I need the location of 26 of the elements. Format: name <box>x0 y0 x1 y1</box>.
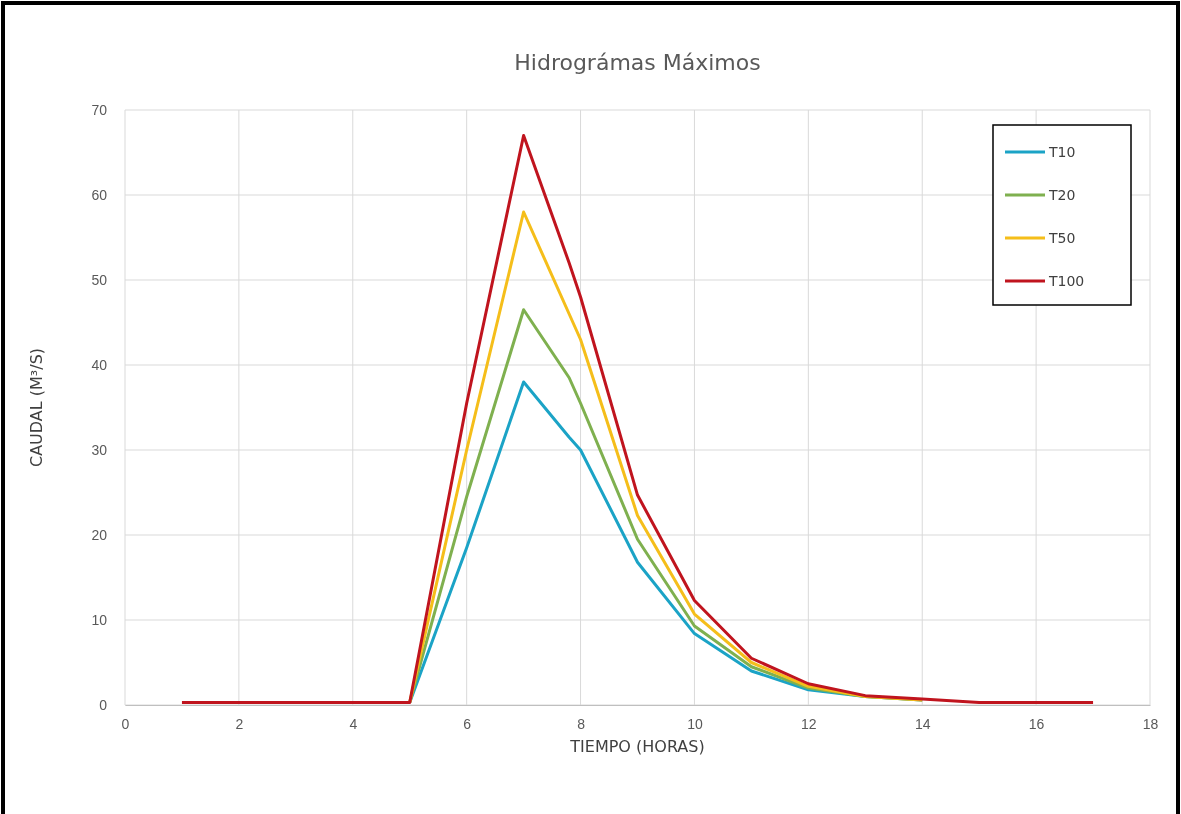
y-axis-title: CAUDAL (M³/S) <box>27 347 46 468</box>
y-tick-label: 10 <box>91 611 108 628</box>
y-tick-label: 30 <box>91 441 108 458</box>
x-tick-label: 12 <box>801 715 817 732</box>
line-series <box>180 134 1095 704</box>
y-tick-label: 40 <box>91 356 108 373</box>
legend-label: T10 <box>1048 144 1076 160</box>
y-tick-label: 20 <box>91 526 108 543</box>
x-tick-label: 18 <box>1142 715 1159 732</box>
x-tick-label: 2 <box>235 715 244 732</box>
legend-label: T100 <box>1048 273 1085 289</box>
x-tick-label: 0 <box>121 715 130 732</box>
y-tick-label: 60 <box>91 186 108 203</box>
y-tick-label: 70 <box>91 101 108 118</box>
legend-label: T50 <box>1048 230 1076 246</box>
x-tick-label: 10 <box>687 715 703 732</box>
x-tick-label: 14 <box>914 715 931 732</box>
y-tick-label: 0 <box>99 696 108 713</box>
x-tick-label: 4 <box>349 715 358 732</box>
x-axis-title: TIEMPO (HORAS) <box>569 737 705 756</box>
x-tick-label: 16 <box>1028 715 1045 732</box>
legend-label: T20 <box>1048 187 1076 203</box>
x-tick-label: 6 <box>463 715 472 732</box>
x-tick-label: 8 <box>577 715 586 732</box>
chart-title: Hidrográmas Máximos <box>514 50 761 75</box>
y-tick-label: 50 <box>91 271 108 288</box>
